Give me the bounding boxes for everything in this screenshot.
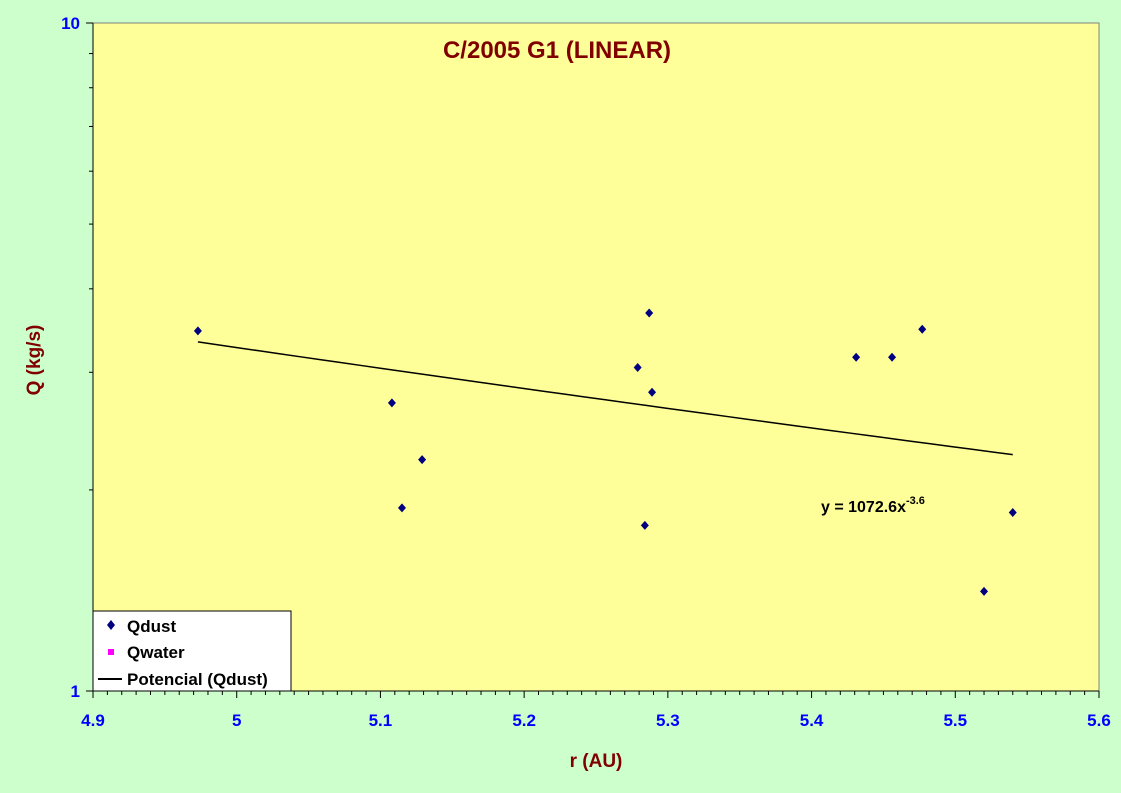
equation-exponent: -3.6 [906,495,925,507]
qdust-point [397,503,406,513]
x-axis-title: r (AU) [570,751,623,772]
x-tick-label: 5.4 [800,711,824,730]
qdust-point [918,324,927,334]
qdust-point [645,308,654,318]
qdust-point [1008,508,1017,518]
chart-title: C/2005 G1 (LINEAR) [443,37,671,64]
qdust-point [418,455,427,465]
qdust-point [633,362,642,372]
qdust-point [648,387,657,397]
x-tick-label: 5 [232,711,241,730]
y-axis-title: Q (kg/s) [24,325,45,396]
equation-main: y = 1072.6x [821,499,906,516]
qdust-point [387,398,396,408]
legend: Qdust Qwater Potencial (Qdust) [92,610,292,692]
legend-qwater-square-icon [108,649,114,655]
y-axis: 1 10 [61,14,94,701]
legend-qdust-diamond-icon [107,620,115,630]
x-tick-label: 5.6 [1087,711,1111,730]
x-tick-label: 4.9 [81,711,105,730]
qdust-point [852,352,861,362]
trendline-equation: y = 1072.6x-3.6 [821,495,925,516]
legend-box [92,610,292,692]
x-tick-label: 5.1 [369,711,393,730]
plot-area [92,22,1100,692]
trendline [197,341,1013,456]
legend-label-qdust: Qdust [127,617,176,636]
x-tick-label: 5.5 [943,711,967,730]
trendline-layer [197,341,1013,456]
x-tick-label: 5.3 [656,711,680,730]
qdust-point [640,520,649,530]
legend-label-qwater: Qwater [127,643,185,662]
qdust-point [980,586,989,596]
legend-label-trendline: Potencial (Qdust) [127,670,268,689]
qdust-point [193,326,202,336]
data-points-layer [193,308,1017,596]
y-tick-label: 10 [61,14,80,33]
qdust-point [888,352,897,362]
x-tick-label: 5.2 [512,711,536,730]
y-tick-label: 1 [71,682,80,701]
